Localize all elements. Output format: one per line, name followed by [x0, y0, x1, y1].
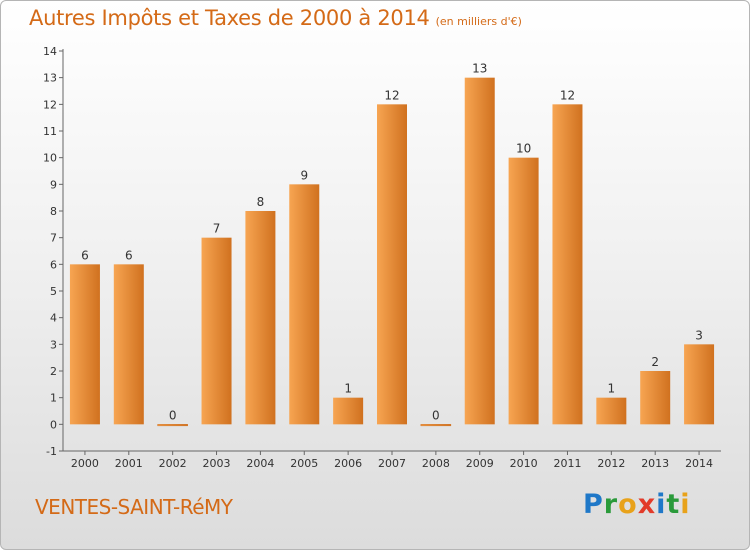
- x-tick-label: 2008: [422, 457, 450, 470]
- x-tick-label: 2006: [334, 457, 362, 470]
- data-label: 6: [81, 248, 89, 262]
- data-label: 9: [300, 168, 308, 182]
- x-tick-label: 2001: [115, 457, 143, 470]
- x-tick-label: 2010: [510, 457, 538, 470]
- data-label: 1: [344, 382, 352, 396]
- data-label: 13: [472, 62, 487, 76]
- y-tick-label: 7: [50, 232, 57, 245]
- logo-letter: P: [583, 489, 604, 520]
- bar: [333, 397, 364, 425]
- logo-letter: r: [603, 489, 619, 520]
- bars-group: [69, 77, 715, 427]
- x-tick-label: 2012: [597, 457, 625, 470]
- proxiti-logo: Proxiti: [583, 489, 691, 520]
- x-tick-label: 2004: [246, 457, 274, 470]
- x-tick-label: 2002: [159, 457, 187, 470]
- y-tick-label: 0: [50, 418, 57, 431]
- x-tick-label: 2013: [641, 457, 669, 470]
- bar: [508, 157, 539, 425]
- x-tick-label: 2011: [553, 457, 581, 470]
- bar: [245, 211, 276, 425]
- commune-name: VENTES-SAINT-RéMY: [35, 495, 233, 519]
- chart-title: Autres Impôts et Taxes de 2000 à 2014 (en…: [29, 6, 522, 30]
- x-tick-label: 2003: [203, 457, 231, 470]
- y-tick-label: 13: [43, 72, 57, 85]
- chart-subtitle: (en milliers d'€): [435, 15, 522, 28]
- y-tick-label: 11: [43, 125, 57, 138]
- bar: [464, 77, 495, 425]
- bar: [420, 424, 452, 427]
- bar: [684, 344, 715, 425]
- bar: [377, 104, 407, 425]
- data-label: 12: [560, 88, 575, 102]
- x-tick-label: 2000: [71, 457, 99, 470]
- data-label: 8: [257, 195, 265, 209]
- data-label: 0: [432, 408, 440, 422]
- y-tick-label: 1: [50, 392, 57, 405]
- data-label: 1: [608, 382, 616, 396]
- x-tick-label: 2014: [685, 457, 713, 470]
- title-text: Autres Impôts et Taxes de 2000 à 2014: [29, 6, 430, 30]
- bar: [157, 424, 188, 427]
- data-label: 3: [695, 328, 703, 342]
- data-label: 2: [651, 355, 659, 369]
- bar: [289, 184, 320, 425]
- y-tick-label: 10: [43, 152, 57, 165]
- data-label: 7: [213, 222, 221, 236]
- logo-letter: t: [666, 489, 681, 520]
- bar: [552, 104, 583, 425]
- y-tick-label: 2: [50, 365, 57, 378]
- logo-letter: x: [637, 489, 657, 520]
- x-tick-label: 2007: [378, 457, 406, 470]
- bar: [201, 237, 232, 425]
- logo-letter: i: [680, 489, 691, 520]
- y-tick-label: 6: [50, 258, 57, 271]
- data-label: 6: [125, 248, 133, 262]
- x-tick-label: 2009: [466, 457, 494, 470]
- y-tick-label: 14: [43, 45, 57, 58]
- y-tick-label: 8: [50, 205, 57, 218]
- data-label: 12: [384, 88, 399, 102]
- data-label: 10: [516, 142, 531, 156]
- bar: [69, 264, 100, 425]
- y-tick-label: 4: [50, 312, 57, 325]
- bar: [596, 397, 627, 425]
- logo-letter: i: [656, 489, 667, 520]
- y-tick-label: 9: [50, 178, 57, 191]
- x-tick-label: 2005: [290, 457, 318, 470]
- bar: [113, 264, 144, 425]
- y-tick-label: 3: [50, 338, 57, 351]
- y-tick-label: 12: [43, 98, 57, 111]
- y-tick-label: -1: [46, 445, 57, 458]
- logo-letter: o: [618, 489, 638, 520]
- y-tick-label: 5: [50, 285, 57, 298]
- bar: [640, 371, 671, 425]
- data-label: 0: [169, 408, 177, 422]
